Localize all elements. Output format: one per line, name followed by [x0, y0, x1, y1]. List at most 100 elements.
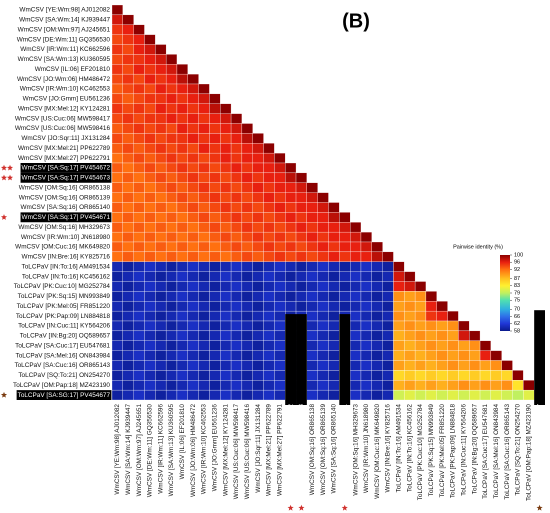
heatmap-cell — [295, 241, 307, 253]
heatmap-cell — [155, 192, 167, 203]
heatmap-cell — [187, 73, 199, 85]
heatmap-cell — [155, 152, 167, 164]
column-label: WmCSV [SA:Sq:17] PV454671 — [341, 404, 348, 493]
heatmap-cell — [447, 320, 459, 332]
heatmap-cell — [155, 231, 167, 243]
heatmap-cell — [230, 231, 243, 243]
heatmap-cell — [111, 143, 123, 154]
heatmap-cell — [220, 231, 232, 243]
heatmap-cell — [241, 350, 253, 361]
heatmap-cell — [252, 222, 264, 233]
heatmap-cell — [144, 123, 156, 134]
heatmap-cell — [393, 281, 405, 292]
heatmap-cell — [317, 370, 329, 381]
heatmap-cell — [133, 83, 145, 95]
heatmap-cell — [425, 350, 437, 361]
row-label: WmCSV [OM:Sq:16] OR865138 — [19, 184, 111, 191]
heatmap-cell — [133, 222, 145, 233]
heatmap-cell — [187, 162, 199, 174]
heatmap-cell — [198, 123, 210, 134]
heatmap-cell — [241, 251, 253, 262]
heatmap-cell — [501, 360, 513, 371]
heatmap-cell — [198, 380, 210, 391]
heatmap-cell — [230, 133, 243, 144]
heatmap-cell — [360, 271, 372, 282]
heatmap-cell — [306, 202, 318, 213]
heatmap-cell — [295, 271, 307, 282]
heatmap-cell — [458, 320, 470, 332]
heatmap-cell — [220, 113, 232, 124]
heatmap-cell — [122, 202, 134, 213]
heatmap-cell — [328, 251, 340, 262]
heatmap-cell — [241, 192, 253, 203]
heatmap-cell — [187, 301, 199, 312]
heatmap-cell — [111, 123, 123, 134]
heatmap-cell — [209, 320, 221, 332]
heatmap-cell — [306, 389, 318, 401]
heatmap-cell — [230, 212, 243, 223]
heatmap-cell — [252, 182, 264, 193]
heatmap-cell — [317, 330, 329, 341]
heatmap-cell — [155, 133, 167, 144]
heatmap-cell — [198, 251, 210, 262]
heatmap-cell — [155, 44, 167, 55]
heatmap-cell — [187, 83, 199, 95]
heatmap-cell — [274, 389, 286, 401]
heatmap-cell — [241, 152, 253, 164]
heatmap-cell — [209, 93, 221, 104]
heatmap-cell — [187, 192, 199, 203]
heatmap-cell — [144, 310, 156, 322]
heatmap-cell — [274, 261, 286, 272]
heatmap-cell — [176, 271, 188, 282]
heatmap-cell — [122, 310, 134, 322]
heatmap-cell — [479, 350, 492, 361]
heatmap-cell — [349, 340, 362, 351]
heatmap-cell — [230, 113, 243, 124]
heatmap-cell — [263, 182, 275, 193]
heatmap-cell — [176, 133, 188, 144]
heatmap-cell — [317, 202, 329, 213]
heatmap-cell — [252, 241, 264, 253]
heatmap-cell — [436, 330, 448, 341]
heatmap-cell — [176, 172, 188, 183]
heatmap-cell — [209, 133, 221, 144]
heatmap-cell — [414, 350, 427, 361]
heatmap-cell — [187, 202, 199, 213]
heatmap-cell — [144, 380, 156, 391]
heatmap-cell — [187, 350, 199, 361]
heatmap-cell — [198, 152, 210, 164]
heatmap-cell — [122, 231, 134, 243]
heatmap-cell — [111, 281, 123, 292]
heatmap-cell — [295, 202, 307, 213]
column-label: ToLCPaV [SA:Mel:16] ON843984 — [493, 404, 500, 499]
heatmap-cell — [220, 192, 232, 203]
heatmap-cell — [144, 192, 156, 203]
heatmap-cell — [198, 350, 210, 361]
heatmap-cell — [176, 340, 188, 351]
heatmap-cell — [328, 380, 340, 391]
heatmap-cell — [165, 212, 178, 223]
heatmap-cell — [285, 202, 297, 213]
heatmap-cell — [230, 172, 243, 183]
column-label: WmCSV [MX:Mel:27] PP622791 — [276, 404, 283, 496]
heatmap-cell — [176, 291, 188, 302]
heatmap-cell — [144, 389, 156, 401]
heatmap-cell — [274, 301, 286, 312]
heatmap-cell — [155, 370, 167, 381]
heatmap-cell — [436, 340, 448, 351]
heatmap-cell — [165, 251, 178, 262]
row-label: WmCSV [SA:Sq:17] PV454671 — [22, 214, 111, 221]
heatmap-cell — [263, 162, 275, 174]
heatmap-cell — [187, 182, 199, 193]
heatmap-cell — [165, 389, 178, 401]
heatmap-cell — [187, 320, 199, 332]
heatmap-cell — [458, 340, 470, 351]
heatmap-cell — [382, 310, 394, 322]
heatmap-cell — [122, 281, 134, 292]
heatmap-cell — [371, 310, 383, 322]
heatmap-cell — [220, 143, 232, 154]
heatmap-cell — [144, 44, 156, 55]
heatmap-cell — [230, 192, 243, 203]
heatmap-cell — [122, 370, 134, 381]
heatmap-cell — [133, 162, 145, 174]
